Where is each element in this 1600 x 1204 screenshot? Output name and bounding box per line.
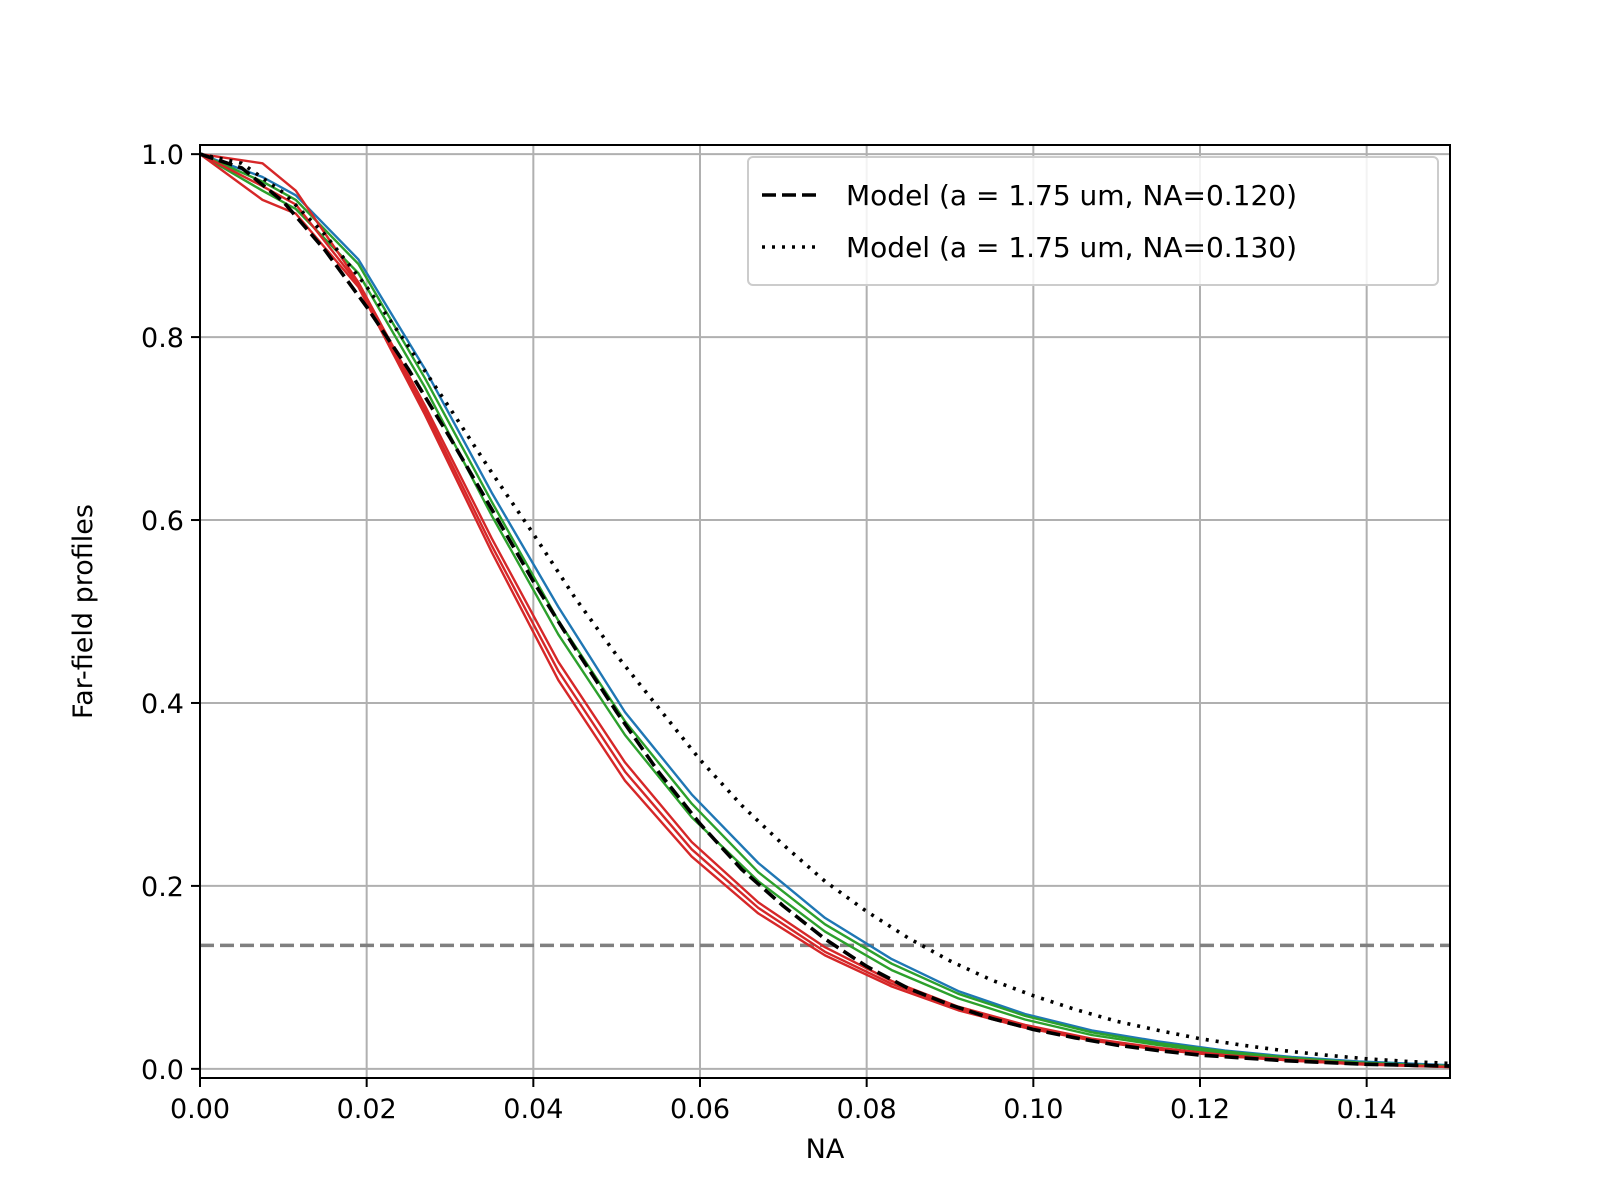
y-axis-ticks: 0.0 0.2 0.4 0.6 0.8 1.0 <box>141 140 200 1086</box>
x-tick-label: 0.08 <box>837 1094 897 1125</box>
series-line-4 <box>199 153 1451 1069</box>
x-tick-label: 0.14 <box>1337 1094 1397 1125</box>
x-tick-label: 0.04 <box>503 1094 563 1125</box>
grid <box>199 145 1450 1078</box>
series-lines <box>199 152 1451 1069</box>
plot-frame <box>199 144 1451 1079</box>
series-line-0 <box>199 152 1451 1067</box>
series-line-1 <box>199 153 1451 1068</box>
y-tick-label: 0.6 <box>141 506 184 537</box>
series-line-7 <box>199 152 1451 1066</box>
series-line-3 <box>199 152 1451 1069</box>
x-tick-label: 0.06 <box>670 1094 730 1125</box>
y-tick-label: 0.4 <box>141 689 184 720</box>
y-tick-label: 0.0 <box>141 1055 184 1086</box>
y-tick-label: 0.2 <box>141 872 184 903</box>
x-tick-label: 0.10 <box>1003 1094 1063 1125</box>
y-tick-label: 0.8 <box>141 323 184 354</box>
y-tick-label: 1.0 <box>141 140 184 171</box>
y-axis-label: Far-field profiles <box>68 504 99 719</box>
x-axis-ticks: 0.00 0.02 0.04 0.06 0.08 0.10 0.12 0.14 <box>170 1078 1397 1125</box>
x-tick-label: 0.02 <box>337 1094 397 1125</box>
series-line-6 <box>199 152 1451 1068</box>
x-tick-label: 0.12 <box>1170 1094 1230 1125</box>
series-line-5 <box>199 153 1451 1069</box>
legend-box <box>747 156 1439 286</box>
legend-label: Model (a = 1.75 um, NA=0.120) <box>846 179 1297 212</box>
series-line-2 <box>199 153 1451 1068</box>
x-axis-label: NA <box>806 1134 845 1165</box>
legend: Model (a = 1.75 um, NA=0.120) Model (a = … <box>747 156 1439 286</box>
x-tick-label: 0.00 <box>170 1094 230 1125</box>
legend-label: Model (a = 1.75 um, NA=0.130) <box>846 231 1297 264</box>
